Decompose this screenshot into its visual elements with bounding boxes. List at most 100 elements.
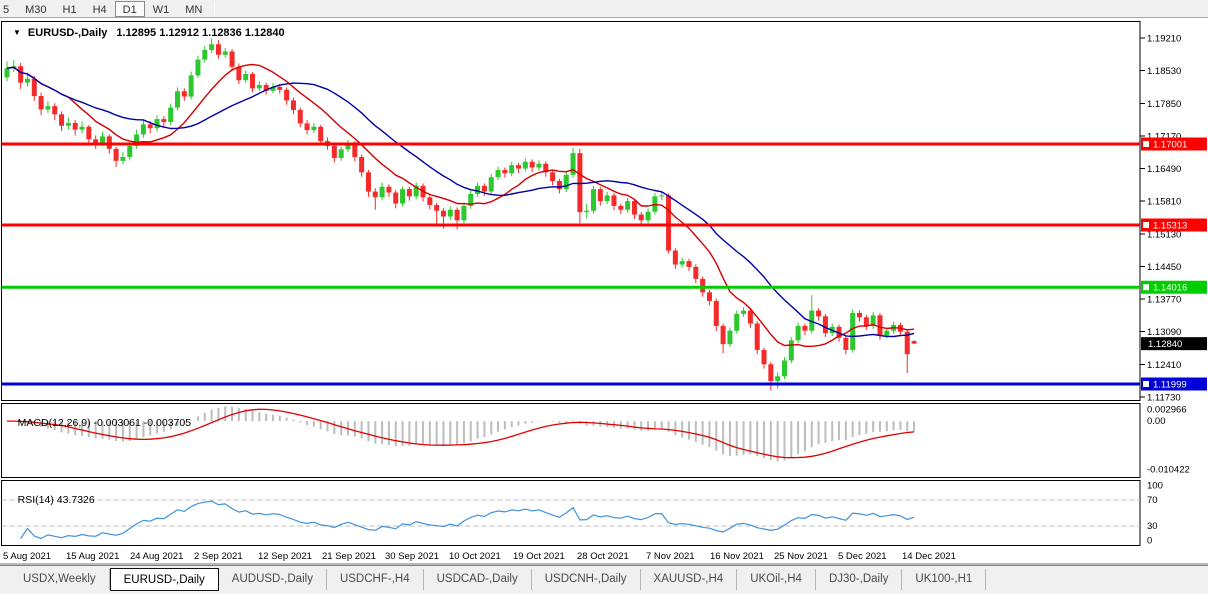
ma-slow-line — [6, 66, 915, 338]
ma-fast-line — [6, 63, 915, 347]
timeframe-w1-button[interactable]: W1 — [152, 3, 170, 16]
date-label: 5 Aug 2021 — [3, 551, 51, 562]
date-label: 15 Aug 2021 — [66, 551, 119, 562]
price-axis-label: 1.13090 — [1147, 327, 1181, 338]
price-axis-label: 1.14450 — [1147, 262, 1181, 273]
toolbar-separator — [214, 1, 216, 16]
candle — [406, 189, 412, 197]
candle — [550, 172, 556, 181]
tab-audusd-daily[interactable]: AUDUSD-,Daily — [219, 569, 327, 590]
hline-price-label-text: 1.17001 — [1153, 139, 1187, 150]
tab-xauusd-h4[interactable]: XAUUSD-,H4 — [641, 569, 738, 590]
candle — [577, 153, 583, 213]
timeframe-h4-button[interactable]: H4 — [92, 3, 107, 16]
date-label: 24 Aug 2021 — [130, 551, 183, 562]
date-label: 14 Dec 2021 — [902, 551, 956, 562]
hline-price-label-text: 1.14016 — [1153, 283, 1187, 294]
candle — [311, 126, 317, 131]
candle — [706, 292, 712, 301]
date-label: 10 Oct 2021 — [449, 551, 501, 562]
candle — [822, 316, 828, 334]
tab-dj30-daily[interactable]: DJ30-,Daily — [816, 569, 903, 590]
price-axis-label: 1.13770 — [1147, 295, 1181, 306]
candle — [440, 210, 446, 217]
candle — [618, 205, 624, 210]
price-axis-label: 1.12410 — [1147, 360, 1181, 371]
rsi-indicator-label: RSI(14) 43.7326 — [6, 482, 95, 518]
candle — [625, 201, 631, 210]
candle — [31, 78, 37, 97]
macd-axis-label: 0.002966 — [1147, 405, 1187, 416]
candle — [672, 250, 678, 265]
candle — [236, 66, 242, 81]
timeframe-toolbar: 5 M30 H1 H4 D1 W1 MN — [0, 0, 1208, 18]
date-label: 28 Oct 2021 — [577, 551, 629, 562]
timeframe-m5-button[interactable]: 5 — [3, 3, 10, 16]
tab-ukoil-h4[interactable]: UKOil-,H4 — [737, 569, 816, 590]
candle — [522, 161, 528, 169]
candle — [700, 278, 706, 293]
price-line-anchor — [1143, 284, 1149, 291]
tab-usdchf-h4[interactable]: USDCHF-,H4 — [327, 569, 424, 590]
candle — [318, 126, 324, 142]
current-price-label — [1141, 337, 1207, 351]
hline-price-label-text: 1.11999 — [1153, 380, 1187, 391]
candle — [802, 325, 808, 331]
chart-canvas[interactable]: 1.19210 1.18530 1.17850 1.17170 1.16490 1.158… — [0, 18, 1208, 565]
candle — [338, 149, 344, 158]
candle — [727, 330, 733, 345]
price-axis-label: 1.11730 — [1147, 392, 1181, 403]
candle — [209, 44, 215, 50]
candle — [147, 124, 153, 129]
candle — [597, 189, 603, 202]
candle — [870, 315, 876, 326]
timeframe-m30-button[interactable]: M30 — [25, 3, 47, 16]
date-label: 12 Sep 2021 — [258, 551, 312, 562]
macd-values: -0.003061 -0.003705 — [93, 417, 192, 429]
date-label: 30 Sep 2021 — [385, 551, 439, 562]
tab-uk100-h1[interactable]: UK100-,H1 — [902, 569, 987, 590]
tab-eurusd-daily[interactable]: EURUSD-,Daily — [109, 568, 219, 591]
candle — [290, 100, 296, 110]
date-label: 2 Sep 2021 — [194, 551, 243, 562]
hline-price-label — [1141, 280, 1207, 294]
candle — [556, 180, 562, 190]
tab-usdx-weekly[interactable]: USDX,Weekly — [10, 569, 110, 590]
candle — [277, 86, 283, 90]
candle — [863, 317, 869, 326]
candle — [747, 310, 753, 324]
candle — [65, 122, 71, 126]
candle — [679, 261, 685, 265]
candle — [284, 89, 290, 101]
candle — [775, 376, 781, 382]
candle — [215, 44, 221, 55]
symbol-dropdown-icon[interactable]: ▼ — [13, 27, 21, 37]
current-price-label-text: 1.12840 — [1148, 339, 1182, 350]
macd-signal-line — [7, 408, 915, 459]
candle — [884, 330, 890, 336]
candle — [788, 340, 794, 361]
candle — [454, 209, 460, 221]
candle — [877, 315, 883, 336]
candle — [768, 364, 774, 382]
timeframe-h1-button[interactable]: H1 — [62, 3, 77, 16]
candle — [379, 186, 385, 198]
candle — [331, 145, 337, 158]
timeframe-d1-button[interactable]: D1 — [114, 0, 145, 17]
hline-price-label — [1141, 137, 1207, 151]
candle — [536, 163, 542, 168]
candle — [529, 161, 535, 168]
macd-axis-label: -0.010422 — [1147, 464, 1190, 475]
tab-usdcad-daily[interactable]: USDCAD-,Daily — [424, 569, 532, 590]
candle — [181, 91, 187, 97]
price-line-anchor — [1143, 221, 1149, 228]
candle — [79, 126, 85, 130]
candle — [195, 59, 201, 76]
candle — [18, 66, 24, 83]
candle — [113, 148, 119, 161]
timeframe-mn-button[interactable]: MN — [185, 3, 203, 16]
ohlc-quote-label: 1.12895 1.12912 1.12836 1.12840 — [116, 27, 285, 39]
price-axis-label: 1.17170 — [1147, 131, 1181, 142]
candle — [481, 185, 487, 192]
tab-usdcnh-daily[interactable]: USDCNH-,Daily — [532, 569, 641, 590]
